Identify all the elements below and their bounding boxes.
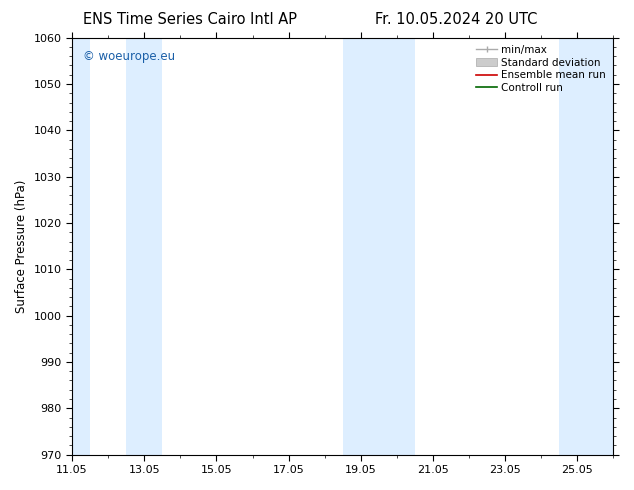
Legend: min/max, Standard deviation, Ensemble mean run, Controll run: min/max, Standard deviation, Ensemble me… bbox=[474, 43, 608, 95]
Bar bbox=[126, 38, 162, 455]
Bar bbox=[343, 38, 415, 455]
Bar bbox=[68, 38, 90, 455]
Text: © woeurope.eu: © woeurope.eu bbox=[83, 50, 175, 63]
Text: Fr. 10.05.2024 20 UTC: Fr. 10.05.2024 20 UTC bbox=[375, 12, 538, 27]
Bar bbox=[559, 38, 617, 455]
Text: ENS Time Series Cairo Intl AP: ENS Time Series Cairo Intl AP bbox=[83, 12, 297, 27]
Y-axis label: Surface Pressure (hPa): Surface Pressure (hPa) bbox=[15, 179, 28, 313]
